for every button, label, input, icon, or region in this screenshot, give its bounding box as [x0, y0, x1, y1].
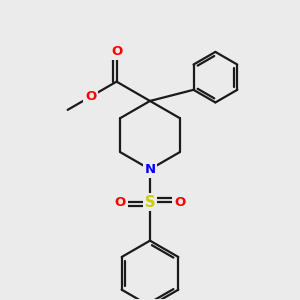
Text: O: O: [115, 196, 126, 208]
Text: S: S: [145, 194, 155, 209]
Text: N: N: [144, 163, 156, 176]
Text: O: O: [85, 90, 96, 103]
Text: O: O: [174, 196, 185, 208]
Text: O: O: [111, 45, 122, 58]
